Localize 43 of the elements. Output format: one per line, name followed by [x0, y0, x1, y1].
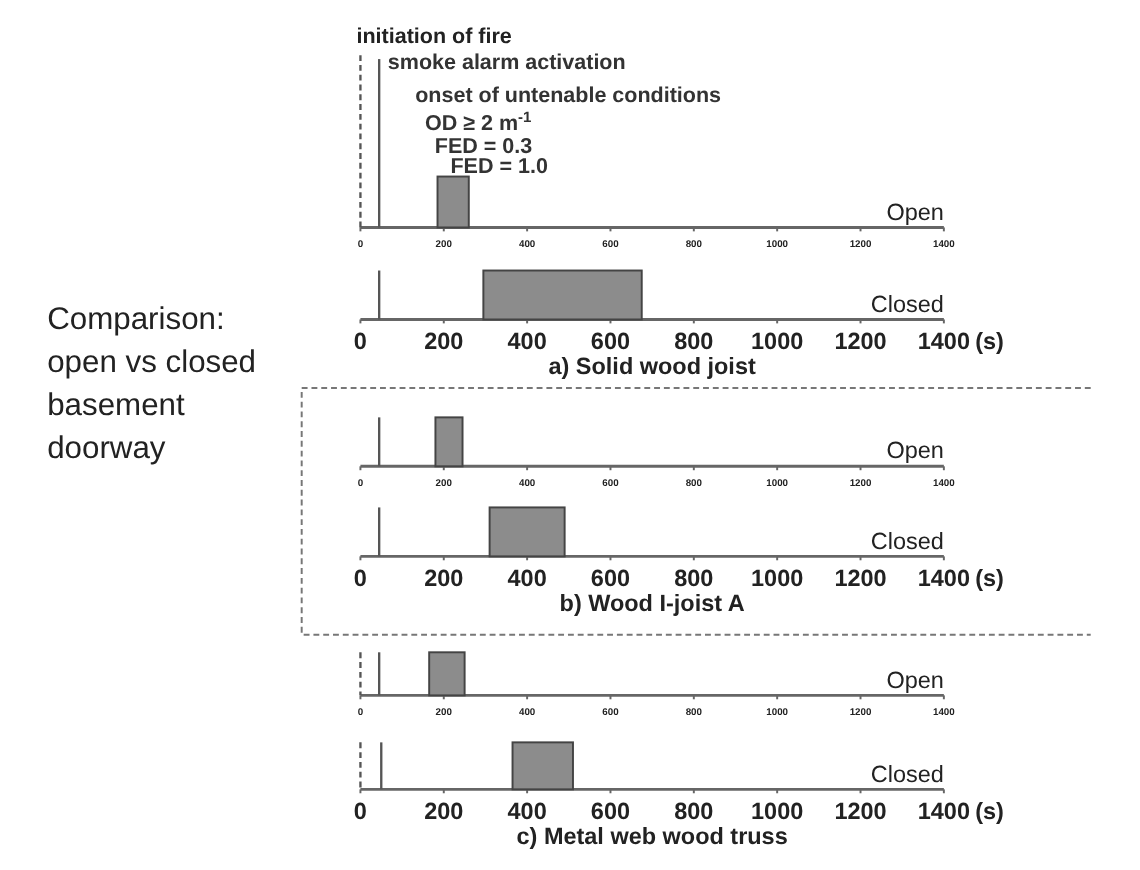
- x-tick-label: 1400: [917, 328, 971, 355]
- x-tick-label: 1400: [917, 565, 971, 592]
- x-tick-label: 600: [590, 328, 631, 355]
- x-tick-label: 1200: [834, 565, 888, 592]
- y-tick-label: Closed: [870, 528, 944, 555]
- x-tick-label: 1000: [751, 798, 805, 825]
- text: Comparison: open vs closed basement doorway: [47, 303, 257, 467]
- x-tick-label: 400: [507, 565, 548, 592]
- x-tick-label: 1000: [751, 328, 805, 355]
- y-tick-label: Closed: [870, 291, 944, 318]
- x-tick-label: 0: [353, 328, 368, 355]
- x-tick-label: 200: [424, 565, 465, 592]
- annotation: FED = 1.0: [450, 154, 548, 179]
- x-tick-label: 1200: [834, 798, 888, 825]
- annotation: smoke alarm activation: [387, 50, 626, 75]
- x-tick-label: 0: [353, 798, 368, 825]
- x-tick-label: 200: [424, 798, 465, 825]
- text: c) Metal web wood truss: [516, 824, 789, 851]
- y-tick-label: Open: [886, 438, 944, 465]
- y-tick-label: Open: [886, 199, 944, 226]
- x-tick-label: 600: [590, 798, 631, 825]
- x-tick-label: 1000: [751, 565, 805, 592]
- x-tick-label: 200: [424, 328, 465, 355]
- text: initiation of fire: [356, 25, 512, 50]
- annotation: FED = 0.3: [434, 135, 533, 160]
- x-tick-label: 0: [353, 565, 368, 592]
- x-axis-title: (s): [975, 798, 1005, 825]
- x-tick-label: 800: [674, 565, 715, 592]
- annotation: onset of untenable conditions: [415, 84, 722, 109]
- x-tick-label: 600: [590, 565, 631, 592]
- x-tick-label: 400: [507, 328, 548, 355]
- y-tick-label: Closed: [870, 761, 944, 788]
- x-tick-label: 1200: [834, 328, 888, 355]
- x-tick-label: 1400: [917, 798, 971, 825]
- x-axis-title: (s): [975, 328, 1005, 355]
- text: b) Wood I-joist A: [559, 591, 746, 618]
- x-axis-title: (s): [975, 565, 1005, 592]
- x-tick-label: 800: [674, 328, 715, 355]
- annotation: OD ≥ 2 m$^{-1}$: [425, 106, 532, 136]
- x-tick-label: 800: [674, 798, 715, 825]
- y-tick-label: Open: [886, 667, 944, 694]
- text: a) Solid wood joist: [548, 354, 756, 381]
- x-tick-label: 400: [507, 798, 548, 825]
